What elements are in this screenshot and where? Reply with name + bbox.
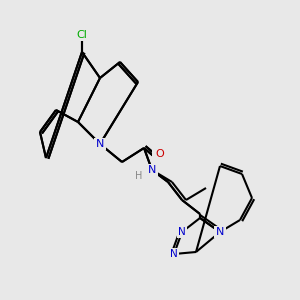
Text: N: N bbox=[216, 227, 224, 237]
Text: N: N bbox=[96, 139, 104, 149]
Text: N: N bbox=[170, 249, 178, 259]
Text: N: N bbox=[170, 249, 178, 259]
Text: N: N bbox=[96, 139, 104, 149]
Text: Cl: Cl bbox=[76, 30, 87, 40]
Text: O: O bbox=[156, 149, 164, 159]
Text: Cl: Cl bbox=[76, 30, 87, 40]
Text: N: N bbox=[148, 165, 156, 175]
Text: N: N bbox=[216, 227, 224, 237]
Text: H: H bbox=[135, 171, 143, 181]
Text: N: N bbox=[178, 227, 186, 237]
Text: N: N bbox=[178, 227, 186, 237]
Text: O: O bbox=[154, 150, 162, 160]
Text: H: H bbox=[134, 170, 142, 180]
Text: N: N bbox=[148, 165, 156, 175]
